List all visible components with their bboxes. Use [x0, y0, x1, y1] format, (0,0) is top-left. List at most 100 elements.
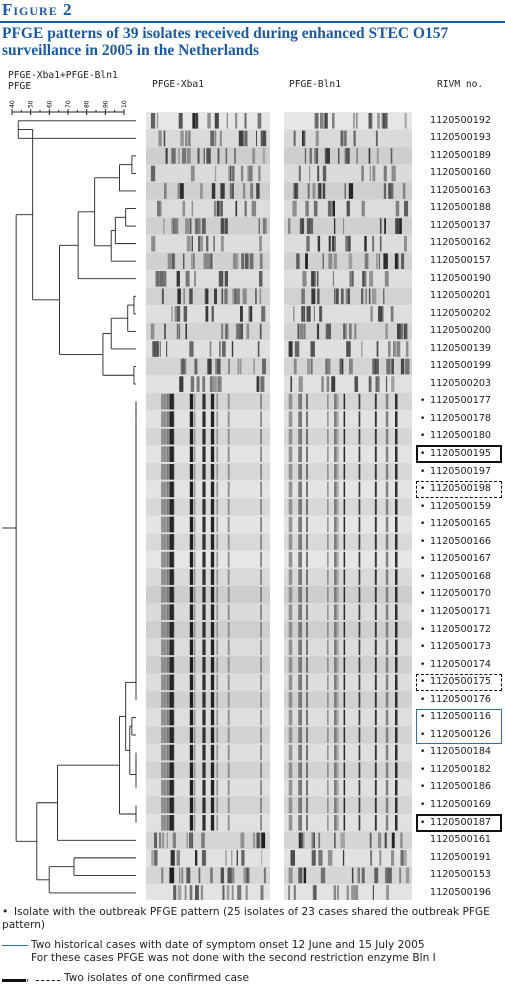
bln-band — [298, 446, 302, 462]
bln-band — [327, 534, 329, 550]
bln-lane — [284, 322, 412, 341]
xba-band — [186, 867, 191, 884]
bln-band — [319, 306, 323, 322]
xba-band — [166, 832, 168, 849]
xba-band — [150, 113, 156, 129]
xba-header: PFGE-Xba1 — [152, 79, 204, 90]
xba-band — [189, 639, 193, 656]
dendrogram-header-line2: PFGE — [8, 81, 32, 92]
xba-band — [161, 464, 166, 480]
outbreak-marker: • — [420, 606, 426, 617]
xba-band — [161, 586, 166, 603]
xba-band — [240, 306, 243, 322]
xba-band — [205, 306, 209, 322]
bln-band — [385, 499, 389, 515]
xba-band — [227, 464, 230, 480]
xba-lane — [146, 585, 270, 604]
bln-band — [372, 235, 375, 252]
xba-band — [177, 183, 181, 199]
bln-band — [334, 586, 339, 603]
bln-band — [385, 516, 389, 533]
outbreak-marker: • — [420, 677, 426, 688]
isolate-row: • 1120500178 — [420, 410, 505, 428]
bln-band — [306, 551, 308, 568]
bln-band — [388, 183, 392, 199]
bln-band — [375, 358, 379, 375]
bln-band — [306, 428, 308, 445]
bln-band — [288, 779, 293, 796]
xba-band — [220, 867, 224, 884]
xba-band — [193, 393, 196, 410]
outbreak-marker: • — [420, 501, 426, 512]
bln-lane — [284, 673, 412, 692]
isolate-row: • 1120500159 — [420, 498, 505, 516]
xba-band — [180, 130, 184, 147]
legend-solid-line — [2, 979, 26, 982]
bln-band — [395, 464, 398, 480]
xba-band — [212, 376, 217, 392]
bln-band — [343, 639, 346, 656]
bln-band — [288, 586, 293, 603]
isolate-id: 1120500199 — [430, 360, 492, 372]
bln-band — [385, 323, 388, 340]
xba-band — [242, 288, 247, 305]
outbreak-marker: • — [420, 589, 426, 600]
bln-band — [345, 235, 349, 252]
xba-band — [227, 779, 230, 796]
xba-band — [197, 148, 200, 164]
bln-band — [311, 850, 316, 866]
bln-band — [288, 411, 293, 427]
xba-band — [161, 604, 166, 620]
xba-band — [262, 148, 266, 164]
xba-band — [259, 253, 263, 269]
xba-band — [169, 446, 174, 462]
bln-band — [361, 288, 364, 305]
xba-band — [249, 165, 253, 182]
bln-band — [386, 885, 389, 900]
xba-band — [161, 428, 166, 445]
bln-band — [306, 779, 308, 796]
bln-lane — [284, 778, 412, 797]
bln-lane — [284, 480, 412, 499]
bln-band — [327, 551, 329, 568]
bln-band — [385, 551, 389, 568]
xba-band — [210, 130, 215, 147]
isolate-row: • 1120500166 — [420, 533, 505, 551]
xba-band — [206, 253, 211, 269]
xba-band — [183, 288, 185, 305]
bln-band — [321, 376, 324, 392]
xba-band — [222, 885, 225, 900]
xba-band — [261, 306, 266, 322]
bln-lane — [284, 708, 412, 727]
bln-band — [395, 411, 398, 427]
xba-band — [263, 218, 267, 234]
dendrogram — [2, 120, 137, 894]
xba-band — [169, 586, 174, 603]
bln-band — [306, 674, 308, 691]
bln-band — [358, 762, 361, 778]
highlight-box — [416, 708, 502, 744]
xba-band — [193, 516, 196, 533]
xba-band — [167, 534, 171, 550]
bln-band — [385, 622, 389, 638]
xba-band — [161, 779, 166, 796]
isolate-row: 1120500160 — [420, 164, 505, 182]
xba-band — [164, 622, 168, 638]
xba-band — [216, 446, 219, 462]
xba-band — [216, 534, 219, 550]
xba-band — [189, 604, 193, 620]
bln-band — [298, 376, 303, 392]
bln-band — [334, 569, 339, 585]
outbreak-marker: • — [420, 396, 426, 407]
bln-band — [346, 288, 350, 305]
xba-band — [210, 744, 215, 761]
xba-lane — [146, 638, 270, 657]
xba-band — [210, 551, 215, 568]
xba-band — [216, 411, 219, 427]
bln-band — [343, 674, 346, 691]
bln-band — [297, 323, 299, 340]
xba-band — [227, 586, 230, 603]
xba-band — [227, 815, 230, 831]
bln-band — [315, 130, 319, 147]
xba-band — [249, 306, 253, 322]
